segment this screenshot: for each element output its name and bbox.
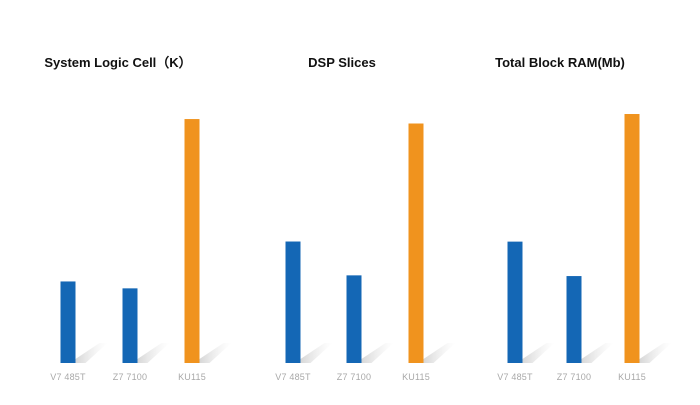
x-tick-label-z7-7100: Z7 7100	[113, 372, 147, 382]
bar-shadow	[361, 343, 394, 363]
x-tick-label-v7-485t: V7 485T	[497, 372, 533, 382]
bar-shadow	[300, 343, 333, 363]
bar-shadow	[639, 343, 672, 363]
chart-title-block-ram: Total Block RAM(Mb)	[495, 55, 625, 70]
bar-dsp-slices-z7-7100	[346, 275, 362, 363]
bar-shadow	[423, 343, 456, 363]
bar-shadow	[137, 343, 170, 363]
bar-shadow	[199, 343, 232, 363]
bar-dsp-slices-ku115	[408, 123, 424, 363]
bar-logic-cell-z7-7100	[122, 288, 138, 363]
bar-shadow	[581, 343, 614, 363]
x-tick-label-z7-7100: Z7 7100	[337, 372, 371, 382]
bar-block-ram-z7-7100	[566, 276, 582, 363]
panel-logic-cell: System Logic Cell（K） V7 485T Z7 7100 KU1…	[44, 55, 232, 382]
panel-block-ram: Total Block RAM(Mb) V7 485T Z7 7100 KU11…	[495, 55, 672, 382]
bar-dsp-slices-v7-485t	[285, 241, 301, 363]
bar-shadow	[522, 343, 555, 363]
x-tick-label-z7-7100: Z7 7100	[557, 372, 591, 382]
bar-block-ram-v7-485t	[507, 241, 523, 363]
panel-dsp-slices: DSP Slices V7 485T Z7 7100 KU115	[275, 55, 456, 382]
x-tick-label-ku115: KU115	[178, 372, 206, 382]
bar-logic-cell-v7-485t	[60, 281, 76, 363]
x-tick-label-ku115: KU115	[618, 372, 646, 382]
bar-logic-cell-ku115	[184, 119, 200, 363]
x-tick-label-v7-485t: V7 485T	[50, 372, 86, 382]
bar-shadow	[75, 343, 108, 363]
x-tick-label-ku115: KU115	[402, 372, 430, 382]
bar-block-ram-ku115	[624, 114, 640, 363]
chart-title-logic-cell: System Logic Cell（K）	[44, 55, 191, 70]
x-tick-label-v7-485t: V7 485T	[275, 372, 311, 382]
chart-title-dsp-slices: DSP Slices	[308, 55, 376, 70]
